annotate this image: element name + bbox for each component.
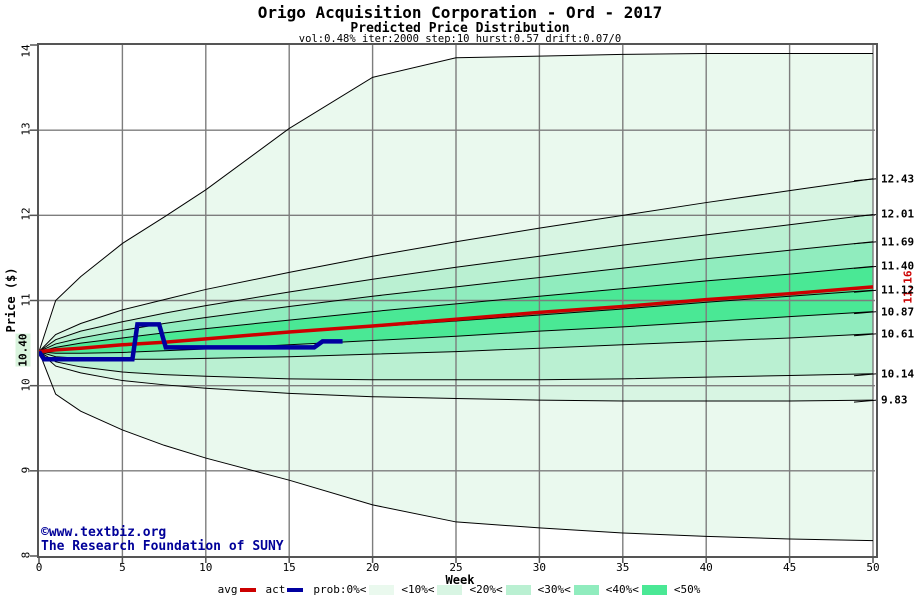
y-tick-label-13: 13 — [19, 122, 33, 136]
legend-label: prob:0%< — [313, 583, 367, 596]
x-tick-label-25: 25 — [449, 561, 463, 574]
x-tick-label-50: 50 — [866, 561, 880, 574]
chart-title: Origo Acquisition Corporation - Ord - 20… — [257, 3, 663, 22]
chart-subtitle: Predicted Price Distribution — [350, 21, 570, 36]
curve-min — [38, 351, 874, 542]
y-tick-label-12: 12 — [19, 207, 33, 221]
legend-swatch — [287, 587, 304, 592]
start-price-label: 10.40 — [15, 333, 31, 367]
legend-label: act — [265, 583, 286, 596]
legend-swatch — [369, 584, 395, 595]
legend-item-avg: avg — [218, 583, 264, 596]
leader-11.69 — [853, 241, 878, 245]
legend-swatch — [437, 584, 463, 595]
leader-9.83 — [853, 399, 878, 403]
leader-12.43 — [853, 178, 878, 182]
legend-item-20: <20%< — [469, 583, 535, 596]
y-axis-title: Price ($) — [4, 267, 18, 333]
y-tick-label-14: 14 — [19, 44, 33, 58]
curve-max — [38, 53, 873, 352]
x-tick-label-45: 45 — [782, 561, 797, 574]
watermark: ©www.textbiz.org The Research Foundation… — [41, 526, 284, 554]
x-tick-label-30: 30 — [532, 561, 547, 574]
leader-12.01 — [853, 213, 878, 217]
right-price-label-10.14: 10.14 — [881, 367, 915, 381]
x-tick-label-15: 15 — [282, 561, 296, 574]
legend: avg act prob:0%< <10%< <20%< <30%< <40%< <50% — [0, 583, 920, 596]
legend-label: <10%< — [401, 583, 435, 596]
legend-swatch — [573, 584, 599, 595]
legend-swatch — [641, 584, 667, 595]
y-tick-label-9: 9 — [19, 466, 33, 474]
avg-line — [38, 285, 874, 354]
curve-p70 — [38, 241, 874, 353]
curve-p20 — [38, 351, 874, 381]
right-price-label-11.69: 11.69 — [881, 235, 915, 249]
legend-label: avg — [217, 583, 238, 596]
legend-item-50: <50% — [674, 583, 701, 596]
x-tick-label-35: 35 — [616, 561, 630, 574]
legend-label: <20%< — [469, 583, 503, 596]
right-price-label-11.12: 11.12 — [881, 283, 915, 297]
leader-11.40 — [853, 265, 878, 269]
right-price-label-12.43: 12.43 — [881, 172, 915, 186]
legend-label: <30%< — [537, 583, 571, 596]
leader-10.61 — [853, 333, 878, 337]
legend-item-40: <40%< — [606, 583, 672, 596]
leader-11.12 — [853, 289, 878, 293]
right-price-label-11.40: 11.40 — [881, 259, 915, 273]
legend-label: <50% — [673, 583, 701, 596]
legend-item-30: <30%< — [538, 583, 604, 596]
y-tick-label-10: 10 — [19, 378, 33, 392]
right-price-label-9.83: 9.83 — [881, 393, 908, 407]
right-price-label-12.01: 12.01 — [881, 207, 915, 221]
x-tick-label-20: 20 — [365, 561, 380, 574]
curve-p10 — [38, 351, 874, 402]
legend-item-10: <10%< — [401, 583, 467, 596]
x-tick-label-10: 10 — [199, 561, 213, 574]
x-tick-label-5: 5 — [119, 561, 126, 574]
legend-label: <40%< — [605, 583, 639, 596]
legend-swatch — [505, 584, 531, 595]
right-price-label-10.87: 10.87 — [881, 305, 915, 319]
legend-item-prob0: prob:0%< — [313, 583, 399, 596]
y-tick-label-11: 11 — [19, 292, 33, 307]
watermark-org: The Research Foundation of SUNY — [41, 539, 284, 554]
chart-parameters: vol:0.48% iter:2000 step:10 hurst:0.57 d… — [298, 33, 622, 45]
y-tick-label-8: 8 — [19, 551, 33, 559]
curve-p80 — [38, 213, 874, 353]
x-axis-title: Week — [445, 573, 475, 587]
leader-10.14 — [853, 373, 878, 377]
leader-10.87 — [853, 311, 878, 315]
legend-swatch — [239, 587, 256, 592]
legend-item-act: act — [266, 583, 312, 596]
x-tick-label-40: 40 — [699, 561, 713, 574]
right-price-label-10.61: 10.61 — [881, 327, 915, 341]
curve-p90 — [38, 178, 874, 352]
curve-p60 — [38, 265, 874, 353]
act-line — [37, 322, 343, 362]
x-tick-label-0: 0 — [35, 561, 43, 574]
watermark-url: ©www.textbiz.org — [41, 525, 167, 540]
